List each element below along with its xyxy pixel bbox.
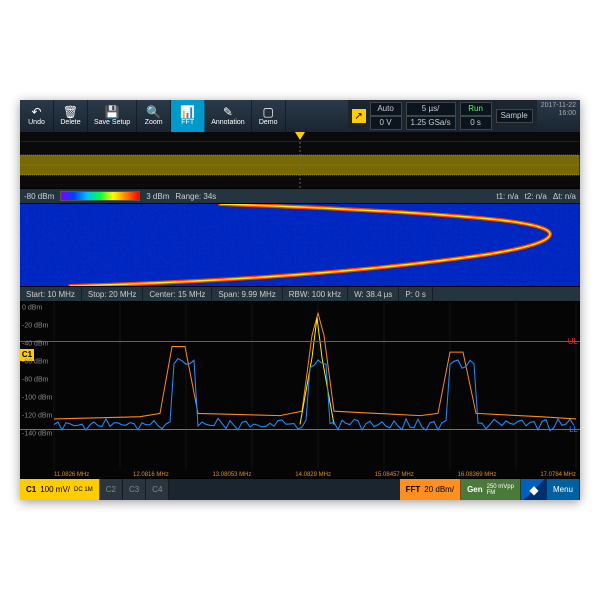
window-time[interactable]: W: 38.4 µs xyxy=(348,287,399,301)
t2: t2: n/a xyxy=(525,192,547,201)
trigger-marker-icon[interactable] xyxy=(295,132,305,140)
spectrogram-info: -80 dBm 3 dBm Range: 34s t1: n/a t2: n/a… xyxy=(20,188,580,204)
time-div[interactable]: 5 µs/ xyxy=(406,102,456,116)
channel-3[interactable]: C3 xyxy=(123,479,146,500)
color-gradient xyxy=(60,191,140,201)
save-setup-button[interactable]: 💾 Save Setup xyxy=(88,100,137,132)
menu-button[interactable]: Menu xyxy=(547,479,580,500)
t1: t1: n/a xyxy=(496,192,518,201)
demo-button[interactable]: ▢ Demo xyxy=(252,100,286,132)
run-status[interactable]: Run xyxy=(460,102,492,116)
edge-icon[interactable]: ↗ xyxy=(352,109,366,123)
range-label: Range: 34s xyxy=(175,192,216,201)
p-time[interactable]: P: 0 s xyxy=(399,287,432,301)
search-icon: 🔍 xyxy=(146,106,161,118)
square-icon: ▢ xyxy=(263,106,274,118)
ytick: 0 dBm xyxy=(22,305,42,312)
delta-t: Δt: n/a xyxy=(553,192,576,201)
spectrogram[interactable] xyxy=(20,204,580,286)
ll-label: LL xyxy=(569,425,578,434)
annotation-button[interactable]: ✎ Annotation xyxy=(205,100,251,132)
demo-label: Demo xyxy=(259,119,278,126)
max-level: 3 dBm xyxy=(146,192,169,201)
delete-button[interactable]: 🗑 Delete xyxy=(54,100,88,132)
trigger-level[interactable]: 0 V xyxy=(370,116,402,130)
zoom-label: Zoom xyxy=(145,119,163,126)
ytick: -40 dBm xyxy=(22,341,48,348)
span[interactable]: Span: 9.99 MHz xyxy=(212,287,282,301)
timebase-ruler xyxy=(20,132,580,142)
undo-label: Undo xyxy=(28,119,45,126)
fft-label: FFT xyxy=(181,119,194,126)
ytick: -140 dBm xyxy=(22,431,52,438)
channel-2[interactable]: C2 xyxy=(100,479,123,500)
trash-icon: 🗑 xyxy=(63,106,78,118)
ytick: -20 dBm xyxy=(22,323,48,330)
trigger-mode[interactable]: Auto xyxy=(370,102,402,116)
rbw[interactable]: RBW: 100 kHz xyxy=(283,287,348,301)
freq-labels: 11.0826 MHz12.0816 MHz13.08053 MHz14.082… xyxy=(54,472,576,478)
start-freq[interactable]: Start: 10 MHz xyxy=(20,287,82,301)
ul-label: UL xyxy=(568,337,578,346)
upper-limit-line xyxy=(20,341,580,342)
center-freq[interactable]: Center: 15 MHz xyxy=(143,287,212,301)
channel-bar: C1 100 mV/ DC 1M C2 C3 C4 FFT 20 dBm/ Ge… xyxy=(20,478,580,500)
spectrum-plot[interactable]: UL LL C1 11.0826 MHz12.0816 MHz13.08053 … xyxy=(20,302,580,478)
fft-channel[interactable]: FFT 20 dBm/ xyxy=(400,479,461,500)
ytick: -100 dBm xyxy=(22,395,52,402)
stop-freq[interactable]: Stop: 20 MHz xyxy=(82,287,143,301)
ytick: -60 dBm xyxy=(22,359,48,366)
annotation-label: Annotation xyxy=(211,119,244,126)
ytick: -120 dBm xyxy=(22,413,52,420)
ytick: -80 dBm xyxy=(22,377,48,384)
undo-button[interactable]: ↶ Undo xyxy=(20,100,54,132)
trigger-pos[interactable]: 0 s xyxy=(460,116,492,130)
ref-level: -80 dBm xyxy=(24,192,54,201)
fft-button[interactable]: 📊 FFT xyxy=(171,100,205,132)
time-waveform[interactable] xyxy=(20,142,580,188)
datetime: 2017-11-22 16:00 xyxy=(537,100,580,132)
trigger-group: ↗ Auto 0 V 5 µs/ 1.25 GSa/s Run 0 s Samp… xyxy=(348,100,537,132)
sample-rate[interactable]: 1.25 GSa/s xyxy=(406,116,456,130)
spectrum-params: Start: 10 MHz Stop: 20 MHz Center: 15 MH… xyxy=(20,286,580,302)
oscilloscope-window: ↶ Undo 🗑 Delete 💾 Save Setup 🔍 Zoom 📊 FF… xyxy=(20,100,580,500)
undo-icon: ↶ xyxy=(31,106,41,118)
acq-mode[interactable]: Sample xyxy=(496,109,533,123)
fft-icon: 📊 xyxy=(180,106,195,118)
gen-channel[interactable]: Gen 250 mVpp FM xyxy=(461,479,521,500)
toolbar: ↶ Undo 🗑 Delete 💾 Save Setup 🔍 Zoom 📊 FF… xyxy=(20,100,580,132)
lower-limit-line xyxy=(20,429,580,430)
save-icon: 💾 xyxy=(105,106,120,118)
channel-4[interactable]: C4 xyxy=(146,479,169,500)
pencil-icon: ✎ xyxy=(223,106,233,118)
save-label: Save Setup xyxy=(94,119,130,126)
delete-label: Delete xyxy=(60,119,80,126)
zoom-button[interactable]: 🔍 Zoom xyxy=(137,100,171,132)
rs-logo-icon: ◆ xyxy=(521,479,547,500)
channel-1[interactable]: C1 100 mV/ DC 1M xyxy=(20,479,100,500)
